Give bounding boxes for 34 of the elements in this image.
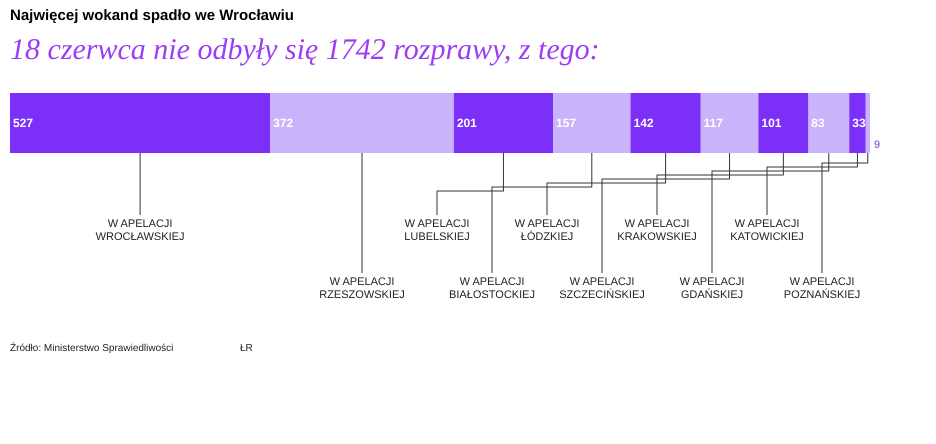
text: W APELACJI WROCŁAWSKIEJ [96,218,184,243]
chart-subtitle: 18 czerwca nie odbyły się 1742 rozprawy, z tego: [10,33,600,66]
chart-title: Najwięcej wokand spadło we Wrocławiu [10,7,294,24]
text: W APELACJI GDAŃSKIEJ [680,276,744,301]
text: W APELACJI KATOWICKIEJ [730,218,804,243]
bar [454,93,554,153]
bar [700,93,758,153]
data-label: 201 [456,116,478,130]
bar [758,93,808,153]
data-label: 101 [761,116,782,130]
text: W APELACJI KRAKOWSKIEJ [617,218,697,243]
bar [849,93,866,153]
data-label: 117 [704,116,724,130]
data-label: 372 [273,116,294,130]
text: W APELACJI SZCZECIŃSKIEJ [559,276,645,301]
data-label: 83 [811,116,825,130]
bar [630,93,701,153]
bar [808,93,850,153]
text: W APELACJI RZESZOWSKIEJ [319,276,405,301]
text: W APELACJI BIAŁOSTOCKIEJ [449,276,535,301]
text: W APELACJI POZNAŃSKIEJ [784,276,860,301]
text: ŁR [240,343,253,354]
data-label: 9 [874,139,880,151]
data-label: 527 [13,116,34,130]
data-label: 142 [634,116,654,130]
bar [866,93,870,153]
bar [10,93,270,153]
data-label: 157 [556,116,576,130]
bar [553,93,631,153]
text: Źródło: Ministerstwo Sprawiedliwości [10,342,174,354]
text: W APELACJI ŁÓDZKIEJ [514,218,580,243]
data-label: 33 [852,116,866,130]
bar [270,93,454,153]
text: W APELACJI LUBELSKIEJ [404,218,470,243]
